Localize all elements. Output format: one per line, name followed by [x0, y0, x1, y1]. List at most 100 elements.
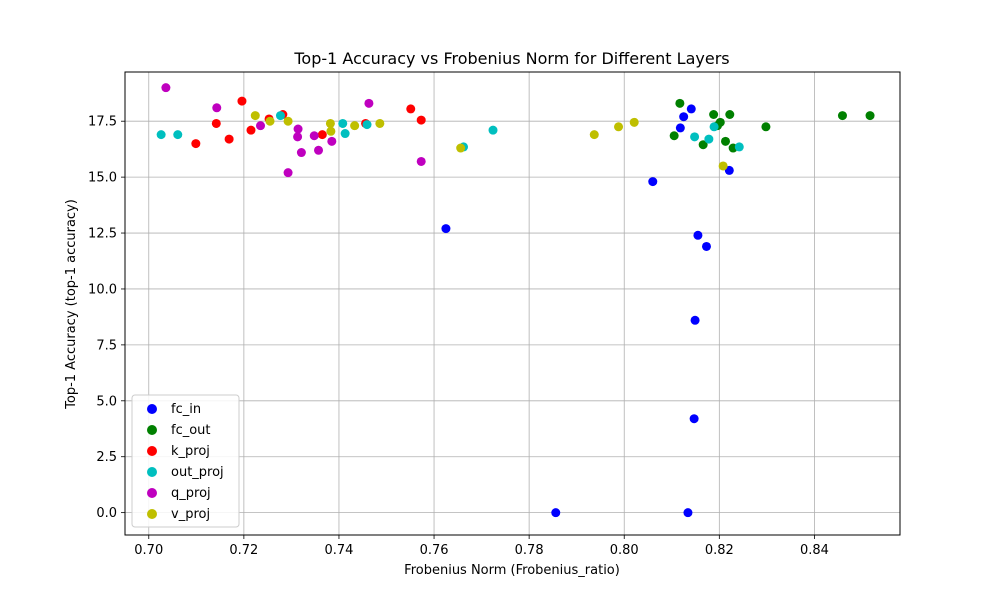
legend-marker-out-proj — [147, 467, 157, 477]
point-q-proj — [293, 124, 303, 134]
point-q-proj — [293, 132, 303, 142]
point-q-proj — [364, 98, 374, 108]
y-tick-label: 0.0 — [96, 506, 117, 521]
x-tick-label: 0.72 — [229, 543, 258, 558]
x-axis-label: Frobenius Norm (Frobenius_ratio) — [404, 563, 620, 578]
point-fc-in — [679, 112, 689, 122]
point-k-proj — [211, 118, 221, 128]
x-tick-label: 0.78 — [515, 543, 544, 558]
point-out-proj — [362, 120, 372, 130]
y-tick-label: 10.0 — [88, 282, 117, 297]
legend-label-fc-out: fc_out — [171, 423, 211, 438]
point-v-proj — [265, 116, 275, 126]
point-fc-in — [648, 177, 658, 187]
point-fc-out — [709, 109, 719, 119]
point-q-proj — [327, 136, 337, 146]
legend-label-fc-in: fc_in — [171, 402, 201, 417]
x-axis-ticks: 0.70 0.72 0.74 0.76 0.78 0.80 0.82 0.84 — [134, 535, 829, 558]
point-k-proj — [224, 134, 234, 144]
chart-title: Top-1 Accuracy vs Frobenius Norm for Dif… — [293, 49, 729, 68]
legend-label-q-proj: q_proj — [171, 486, 211, 501]
point-fc-out — [669, 131, 679, 141]
point-fc-in — [689, 414, 699, 424]
point-fc-in — [675, 123, 685, 133]
point-fc-out — [725, 109, 735, 119]
point-v-proj — [456, 143, 466, 153]
y-axis-label: Top-1 Accuracy (top-1 accuracy) — [64, 199, 79, 410]
point-out-proj — [156, 130, 166, 140]
y-tick-label: 17.5 — [88, 115, 117, 130]
point-k-proj — [406, 104, 416, 114]
point-out-proj — [488, 125, 498, 135]
point-v-proj — [326, 126, 336, 136]
plot-area — [125, 72, 900, 535]
point-k-proj — [191, 139, 201, 149]
point-q-proj — [283, 168, 293, 178]
plot-frame — [124, 71, 901, 536]
point-fc-in — [551, 508, 561, 518]
x-tick-label: 0.74 — [324, 543, 353, 558]
point-out-proj — [173, 130, 183, 140]
point-v-proj — [718, 161, 728, 171]
point-fc-out — [761, 122, 771, 132]
point-fc-out — [865, 111, 875, 121]
legend-label-out-proj: out_proj — [171, 465, 224, 480]
point-q-proj — [212, 103, 222, 113]
point-fc-out — [837, 111, 847, 121]
y-tick-label: 5.0 — [96, 394, 117, 409]
point-v-proj — [629, 117, 639, 127]
point-q-proj — [416, 156, 426, 166]
x-tick-label: 0.82 — [705, 543, 734, 558]
point-fc-out — [675, 98, 685, 108]
point-k-proj — [237, 96, 247, 106]
point-fc-in — [701, 241, 711, 251]
y-tick-label: 12.5 — [88, 227, 117, 242]
point-v-proj — [589, 130, 599, 140]
point-out-proj — [734, 142, 744, 152]
point-out-proj — [704, 134, 714, 144]
point-q-proj — [309, 131, 319, 141]
point-q-proj — [314, 145, 324, 155]
point-fc-out — [698, 140, 708, 150]
point-v-proj — [250, 111, 260, 121]
point-q-proj — [296, 148, 306, 158]
point-v-proj — [325, 118, 335, 128]
x-tick-label: 0.80 — [610, 543, 639, 558]
point-fc-in — [690, 315, 700, 325]
point-out-proj — [338, 118, 348, 128]
legend-marker-fc-in — [147, 404, 157, 414]
y-tick-label: 7.5 — [96, 338, 117, 353]
legend: fc_in fc_out k_proj out_proj q_proj v_pr… — [131, 394, 240, 528]
point-v-proj — [350, 121, 360, 131]
data-points — [156, 83, 875, 518]
point-v-proj — [614, 122, 624, 132]
point-k-proj — [317, 130, 327, 140]
legend-marker-v-proj — [147, 509, 157, 519]
legend-box — [131, 394, 240, 528]
point-out-proj — [709, 122, 719, 132]
point-fc-in — [724, 165, 734, 175]
x-tick-label: 0.84 — [800, 543, 829, 558]
y-axis-ticks: 0.0 2.5 5.0 7.5 10.0 12.5 15.0 17.5 — [88, 115, 125, 521]
point-q-proj — [161, 83, 171, 93]
grid-lines — [125, 72, 900, 535]
point-fc-in — [686, 104, 696, 114]
x-tick-label: 0.70 — [134, 543, 163, 558]
point-fc-in — [683, 508, 693, 518]
y-tick-label: 15.0 — [88, 171, 117, 186]
point-k-proj — [416, 115, 426, 125]
legend-label-v-proj: v_proj — [171, 507, 210, 522]
legend-marker-q-proj — [147, 488, 157, 498]
point-fc-in — [693, 230, 703, 240]
point-fc-in — [441, 224, 451, 234]
point-out-proj — [340, 129, 350, 139]
point-v-proj — [375, 118, 385, 128]
y-tick-label: 2.5 — [96, 450, 117, 465]
point-out-proj — [690, 132, 700, 142]
x-tick-label: 0.76 — [420, 543, 449, 558]
legend-marker-k-proj — [147, 446, 157, 456]
point-out-proj — [275, 111, 285, 121]
legend-label-k-proj: k_proj — [171, 444, 210, 459]
